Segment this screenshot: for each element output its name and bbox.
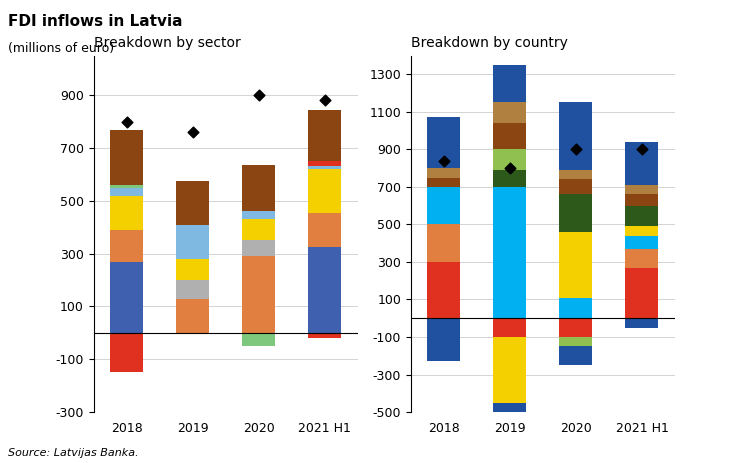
Bar [427,318,460,362]
Bar [176,225,209,259]
Point [504,164,516,172]
Text: Breakdown by country: Breakdown by country [411,36,568,50]
Bar [494,123,526,150]
Text: (millions of euro): (millions of euro) [8,42,114,55]
Bar [626,226,658,236]
Bar [176,181,209,225]
Bar [626,194,658,206]
Bar [560,102,592,170]
Bar [626,185,658,194]
Bar [560,232,592,298]
Bar [308,213,341,247]
Point [636,146,648,153]
Bar [110,230,143,262]
Bar [242,240,275,256]
Bar [560,298,592,318]
Bar [494,150,526,170]
Bar [308,333,341,338]
Point [438,157,450,164]
Bar [626,249,658,268]
Bar [626,236,658,249]
Bar [560,170,592,179]
Bar [308,247,341,333]
Bar [427,118,460,168]
Bar [494,403,526,421]
Bar [494,102,526,123]
Bar [176,280,209,299]
Bar [494,187,526,318]
Bar [242,256,275,333]
Bar [560,194,592,232]
Bar [494,170,526,187]
Bar [427,225,460,262]
Bar [427,262,460,318]
Text: Breakdown by sector: Breakdown by sector [94,36,241,50]
Bar [308,110,341,161]
Bar [110,195,143,230]
Bar [110,333,143,372]
Bar [626,142,658,185]
Point [253,92,265,99]
Bar [427,168,460,177]
Bar [242,165,275,212]
Bar [110,188,143,195]
Bar [494,337,526,403]
Bar [626,268,658,318]
Bar [560,346,592,365]
Bar [110,262,143,333]
Bar [626,206,658,226]
Bar [308,169,341,213]
Bar [242,219,275,240]
Bar [494,65,526,102]
Text: FDI inflows in Latvia: FDI inflows in Latvia [8,14,182,29]
Point [570,146,582,153]
Point [121,118,133,125]
Bar [626,318,658,328]
Point [187,128,199,136]
Bar [560,179,592,194]
Bar [560,337,592,346]
Bar [242,212,275,219]
Bar [427,187,460,225]
Text: Source: Latvijas Banka.: Source: Latvijas Banka. [8,448,138,458]
Point [319,97,331,104]
Bar [308,161,341,167]
Bar [176,299,209,333]
Bar [427,177,460,187]
Bar [110,185,143,188]
Bar [242,333,275,346]
Bar [560,318,592,337]
Bar [494,318,526,337]
Bar [110,130,143,185]
Bar [308,167,341,169]
Bar [176,259,209,280]
